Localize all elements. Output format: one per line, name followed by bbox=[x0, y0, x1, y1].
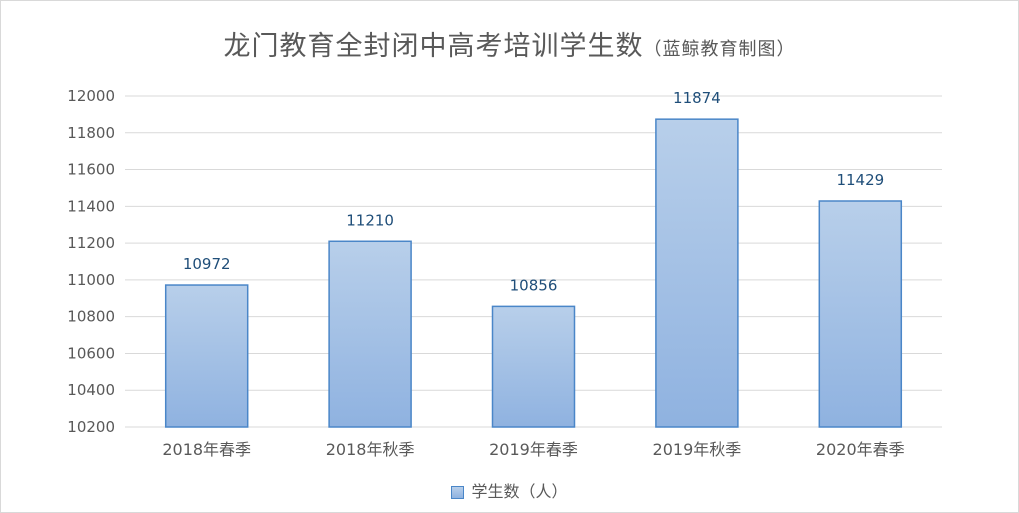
legend: 学生数（人） bbox=[0, 478, 1019, 502]
chart-title: 龙门教育全封闭中高考培训学生数（蓝鲸教育制图） bbox=[0, 24, 1019, 63]
legend-label: 学生数（人） bbox=[471, 482, 568, 501]
x-tick-label: 2018年秋季 bbox=[326, 440, 415, 459]
bar bbox=[164, 284, 249, 428]
bar bbox=[491, 305, 576, 428]
y-tick-label: 11400 bbox=[67, 197, 115, 215]
data-label: 10856 bbox=[510, 276, 558, 294]
data-label: 10972 bbox=[183, 255, 231, 273]
data-labels: 10972 11210 10856 11874 11429 bbox=[183, 89, 884, 294]
y-axis-ticks: 10200 10400 10600 10800 11000 11200 11400 11600… bbox=[67, 87, 115, 436]
chart-title-main: 龙门教育全封闭中高考培训学生数 bbox=[223, 31, 644, 62]
y-tick-label: 11200 bbox=[67, 234, 115, 252]
x-tick-label: 2020年春季 bbox=[816, 440, 905, 459]
y-tick-label: 11800 bbox=[67, 124, 115, 142]
x-tick-label: 2018年春季 bbox=[162, 440, 251, 459]
bar bbox=[818, 200, 903, 428]
y-tick-label: 11000 bbox=[67, 271, 115, 289]
chart-subtitle: （蓝鲸教育制图） bbox=[643, 39, 796, 60]
y-tick-label: 10400 bbox=[67, 381, 115, 399]
bars bbox=[164, 118, 903, 428]
data-label: 11429 bbox=[836, 171, 884, 189]
data-label: 11210 bbox=[346, 211, 394, 229]
y-tick-label: 10800 bbox=[67, 308, 115, 326]
data-label: 11874 bbox=[673, 89, 721, 107]
y-tick-label: 12000 bbox=[67, 87, 115, 105]
x-tick-label: 2019年春季 bbox=[489, 440, 578, 459]
bar bbox=[655, 118, 739, 428]
legend-swatch bbox=[451, 486, 465, 499]
bar bbox=[328, 240, 412, 428]
y-tick-label: 11600 bbox=[67, 161, 115, 179]
x-tick-label: 2019年秋季 bbox=[653, 440, 742, 459]
x-axis-ticks: 2018年春季 2018年秋季 2019年春季 2019年秋季 2020年春季 bbox=[162, 440, 904, 459]
y-tick-label: 10600 bbox=[67, 344, 115, 362]
y-tick-label: 10200 bbox=[67, 418, 115, 436]
